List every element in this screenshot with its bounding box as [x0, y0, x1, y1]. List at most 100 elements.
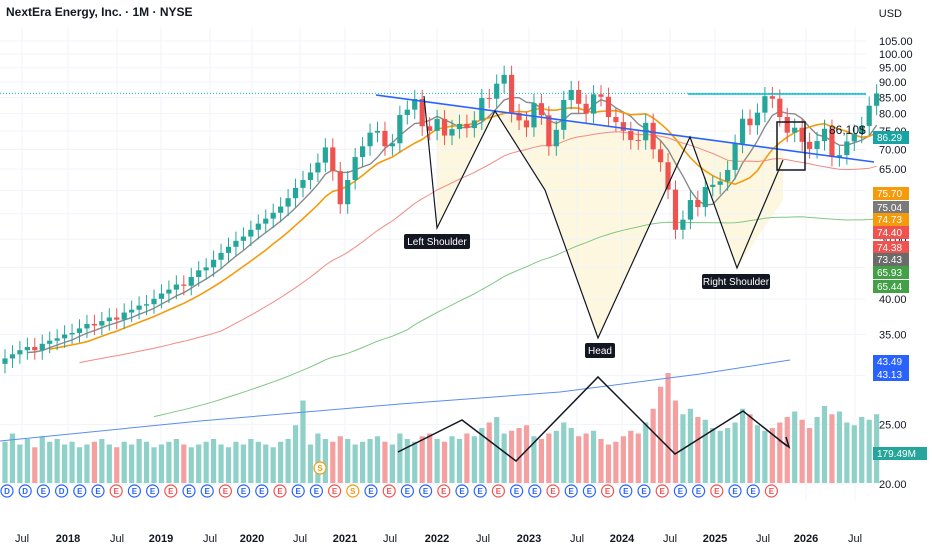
- event-marker: [127, 484, 141, 498]
- event-marker-label: S: [350, 487, 356, 496]
- event-marker-label: D: [59, 487, 65, 496]
- axis-price-tag: [873, 187, 909, 200]
- candle-body: [17, 350, 23, 355]
- candle-body: [769, 96, 775, 99]
- event-marker: [328, 484, 342, 498]
- candle-body: [702, 186, 708, 208]
- events-row: D D E D E E E E E E E E E E E E E E E S E E E E E E E E E E E E E E E E E E E E…: [0, 461, 779, 498]
- candle-body: [76, 328, 83, 333]
- volume-bar: [114, 447, 120, 483]
- event-marker-label: E: [496, 487, 502, 496]
- neckline-trendline: [375, 94, 875, 163]
- annotation-label: Left Shoulder: [407, 237, 467, 248]
- candle-body: [99, 321, 105, 326]
- candle-layer: [2, 65, 880, 374]
- candle-body: [292, 187, 299, 199]
- event-marker: [673, 484, 688, 498]
- volume-bar: [374, 436, 381, 483]
- y-tick-label: 40.00: [879, 294, 907, 306]
- event-marker-label: E: [314, 487, 320, 496]
- event-marker: [200, 484, 214, 498]
- ema-line: [49, 106, 877, 350]
- event-marker-label: E: [332, 487, 338, 496]
- volume-bar: [553, 430, 559, 483]
- volume-bar: [285, 439, 291, 483]
- x-tick-label: 2022: [425, 533, 449, 545]
- event-marker-label: D: [22, 487, 28, 496]
- event-marker: [18, 484, 32, 498]
- volume-bar: [613, 441, 619, 483]
- candle-body: [32, 346, 38, 351]
- event-marker-label: D: [4, 487, 10, 496]
- price-axis: 105.00100.0095.0090.0085.0080.0075.0070.…: [873, 36, 927, 491]
- candle-body: [360, 146, 366, 158]
- volume-bar: [121, 441, 127, 483]
- volume-bar: [419, 436, 425, 483]
- axis-price-tag-label: 43.13: [877, 370, 902, 381]
- event-marker-label: E: [186, 487, 192, 496]
- candle-body: [166, 289, 172, 294]
- candle-body: [464, 123, 470, 129]
- grid-layer: [0, 28, 866, 500]
- candle-body: [121, 312, 127, 320]
- x-tick-label: 2026: [794, 533, 818, 545]
- event-marker: [528, 484, 542, 498]
- volume-bar: [367, 439, 373, 483]
- volume-bar: [322, 439, 328, 483]
- volume-bar: [501, 433, 507, 483]
- candle-body: [717, 181, 723, 185]
- volume-bar: [732, 422, 738, 483]
- volume-arrow-head: [778, 436, 791, 449]
- target-price-note: 86,10$: [829, 123, 866, 137]
- candle-body: [777, 98, 783, 118]
- y-tick-label: 70.00: [879, 144, 907, 156]
- volume-bar: [143, 441, 150, 483]
- candle-body: [471, 120, 477, 129]
- candle-body: [270, 212, 276, 219]
- volume-bar: [739, 408, 746, 483]
- volume-bar: [672, 400, 679, 483]
- candle-body: [762, 96, 768, 113]
- candle-body: [62, 334, 68, 339]
- volume-bar: [762, 430, 768, 483]
- axis-price-tag-label: 179.49M: [877, 449, 916, 460]
- volume-bar: [404, 439, 410, 483]
- event-marker-label: E: [296, 487, 302, 496]
- volume-bar: [397, 433, 403, 483]
- volume-bar: [62, 444, 68, 483]
- event-marker: [600, 484, 615, 498]
- candle-body: [136, 305, 142, 310]
- volume-bar: [471, 436, 477, 483]
- x-tick-label: 2019: [149, 533, 173, 545]
- event-marker: [0, 484, 14, 498]
- volume-bar: [129, 444, 135, 483]
- candle-body: [188, 277, 194, 286]
- volume-bar: [270, 447, 276, 483]
- candle-body: [47, 340, 53, 344]
- candle-body: [821, 128, 828, 142]
- candle-body: [628, 130, 634, 140]
- event-marker: [400, 484, 414, 498]
- event-marker: [437, 484, 451, 498]
- volume-bar: [106, 444, 112, 483]
- volume-bar: [464, 433, 470, 483]
- volume-bar: [687, 408, 693, 483]
- volume-bar: [665, 373, 671, 483]
- event-marker-label: E: [368, 487, 374, 496]
- y-tick-label: 20.00: [879, 479, 907, 491]
- event-marker-label: E: [569, 487, 575, 496]
- pattern-fill: [437, 104, 783, 338]
- axis-price-tag-label: 74.73: [877, 215, 902, 226]
- axis-price-tag: [873, 280, 909, 293]
- event-marker-label: E: [660, 487, 666, 496]
- candle-body: [523, 120, 530, 128]
- y-tick-label: 85.00: [879, 92, 907, 104]
- volume-bar: [218, 444, 224, 483]
- y-tick-label: 100.00: [879, 49, 913, 61]
- candle-body: [158, 293, 165, 299]
- candle-body: [710, 184, 716, 187]
- candle-body: [441, 119, 448, 136]
- candle-body: [494, 83, 500, 99]
- y-tick-label: 105.00: [879, 36, 913, 48]
